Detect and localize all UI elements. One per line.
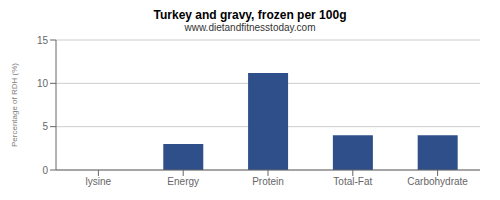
- svg-text:10: 10: [37, 78, 49, 89]
- svg-text:lysine: lysine: [86, 176, 112, 187]
- svg-text:0: 0: [42, 165, 48, 176]
- svg-text:Carbohydrate: Carbohydrate: [407, 176, 468, 187]
- svg-text:Protein: Protein: [252, 176, 284, 187]
- svg-text:Total-Fat: Total-Fat: [333, 176, 372, 187]
- svg-text:Energy: Energy: [167, 176, 199, 187]
- svg-text:15: 15: [37, 35, 49, 46]
- html-text:www.dietandfitnesstoday.com: www.dietandfitnesstoday.com: [184, 22, 316, 33]
- html-text:Turkey and gravy, frozen per 1: Turkey and gravy, frozen per 100g: [153, 8, 347, 22]
- svg-text:5: 5: [42, 121, 48, 132]
- svg-text:Percentage of RDH (%): Percentage of RDH (%): [10, 63, 19, 147]
